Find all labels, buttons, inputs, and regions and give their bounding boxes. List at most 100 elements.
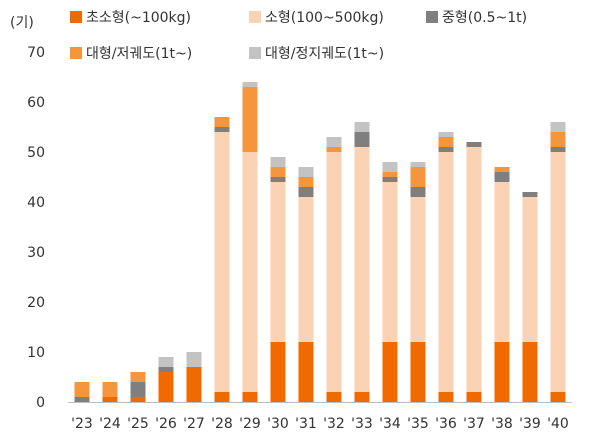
bar-segment-series-3-9	[326, 147, 342, 152]
bar-segment-series-4-3	[158, 357, 174, 367]
bar-segment-series-4-7	[270, 157, 286, 167]
bar-segment-series-3-2	[130, 372, 146, 382]
bar-segment-series-3-15	[494, 167, 510, 172]
legend-label: 대형/정지궤도(1t~)	[265, 46, 384, 62]
bar-segment-series-0-3	[158, 372, 174, 402]
bar-segment-series-4-9	[326, 137, 342, 147]
bar-segment-series-4-10	[354, 122, 370, 132]
bar-segment-series-2-2	[130, 382, 146, 397]
legend-item: 중형(0.5~1t)	[426, 10, 527, 26]
x-tick-label: '38	[491, 416, 513, 432]
x-tick-label: '37	[463, 416, 485, 432]
bar-segment-series-3-11	[382, 172, 398, 177]
bar-segment-series-2-12	[410, 187, 426, 197]
bar-segment-series-0-9	[326, 392, 342, 402]
bar-segment-series-1-12	[410, 197, 426, 342]
y-axis: 0 10 20 30 40 50 60 70	[27, 45, 45, 411]
legend-swatch	[70, 11, 82, 23]
legend-swatch	[70, 47, 82, 59]
legend-item: 대형/저궤도(1t~)	[70, 46, 192, 62]
bar-segment-series-0-15	[494, 342, 510, 402]
bar-segment-series-3-5	[214, 117, 230, 127]
bar-segment-series-3-17	[550, 132, 566, 147]
bar-segment-series-1-11	[382, 182, 398, 342]
x-tick-label: '31	[295, 416, 317, 432]
bar-segment-series-0-4	[186, 367, 202, 402]
bar-segment-series-0-8	[298, 342, 314, 402]
bar-segment-series-3-8	[298, 177, 314, 187]
x-tick-label: '23	[71, 416, 93, 432]
bar-segment-series-2-10	[354, 132, 370, 147]
x-tick-label: '39	[519, 416, 541, 432]
legend-swatch	[249, 11, 261, 23]
x-tick-label: '27	[183, 416, 205, 432]
bar-segment-series-0-2	[130, 397, 146, 402]
bar-segment-series-0-16	[522, 342, 538, 402]
legend-label: 소형(100~500kg)	[265, 10, 384, 26]
y-tick-label: 0	[36, 395, 45, 411]
bar-segment-series-1-8	[298, 197, 314, 342]
y-tick-label: 70	[27, 45, 45, 61]
legend-item: 대형/정지궤도(1t~)	[249, 46, 384, 62]
bar-segment-series-1-17	[550, 152, 566, 392]
bar-segment-series-3-13	[438, 137, 454, 147]
bar-segment-series-2-7	[270, 177, 286, 182]
bar-segment-series-2-16	[522, 192, 538, 197]
x-tick-label: '24	[99, 416, 121, 432]
bar-segment-series-1-16	[522, 197, 538, 342]
bar-segment-series-2-11	[382, 177, 398, 182]
x-tick-label: '36	[435, 416, 457, 432]
bar-segment-series-2-5	[214, 127, 230, 132]
bar-segment-series-0-5	[214, 392, 230, 402]
bar-segment-series-2-17	[550, 147, 566, 152]
bar-segment-series-1-9	[326, 152, 342, 392]
legend-label: 초소형(~100kg)	[86, 10, 191, 26]
bar-segment-series-0-17	[550, 392, 566, 402]
bar-segment-series-1-7	[270, 182, 286, 342]
bar-segment-series-0-11	[382, 342, 398, 402]
x-tick-label: '32	[323, 416, 345, 432]
x-tick-label: '34	[379, 416, 401, 432]
y-tick-label: 20	[27, 295, 45, 311]
bar-segment-series-4-8	[298, 167, 314, 177]
bar-segment-series-0-13	[438, 392, 454, 402]
x-axis: '23 '24 '25 '26 '27 '28 '29 '30 '31 '32 '33 '34 '35 '…	[68, 402, 572, 432]
bar-segment-series-1-13	[438, 152, 454, 392]
x-tick-label: '33	[351, 416, 373, 432]
x-tick-label: '29	[239, 416, 261, 432]
bars	[74, 82, 566, 402]
unit-label: (기)	[10, 15, 34, 31]
bar-segment-series-4-13	[438, 132, 454, 137]
bar-segment-series-3-0	[74, 382, 90, 397]
x-tick-label: '28	[211, 416, 233, 432]
bar-segment-series-0-1	[102, 397, 118, 402]
y-tick-label: 40	[27, 195, 45, 211]
bar-segment-series-4-4	[186, 352, 202, 367]
bar-segment-series-4-11	[382, 162, 398, 172]
bar-segment-series-4-12	[410, 162, 426, 167]
y-tick-label: 60	[27, 95, 45, 111]
bar-segment-series-3-12	[410, 167, 426, 187]
bar-segment-series-2-14	[466, 142, 482, 147]
bar-segment-series-2-15	[494, 172, 510, 182]
bar-segment-series-2-0	[74, 397, 90, 402]
bar-segment-series-0-7	[270, 342, 286, 402]
x-tick-label: '35	[407, 416, 429, 432]
bar-segment-series-1-15	[494, 182, 510, 342]
bar-segment-series-2-8	[298, 187, 314, 197]
legend-item: 소형(100~500kg)	[249, 10, 384, 26]
legend-label: 대형/저궤도(1t~)	[86, 46, 192, 62]
legend-swatch	[249, 47, 261, 59]
bar-segment-series-1-6	[242, 152, 258, 392]
x-tick-label: '26	[155, 416, 177, 432]
y-tick-label: 10	[27, 345, 45, 361]
y-tick-label: 30	[27, 245, 45, 261]
bar-segment-series-0-6	[242, 392, 258, 402]
bar-segment-series-4-6	[242, 82, 258, 87]
bar-segment-series-3-7	[270, 167, 286, 177]
bar-segment-series-0-12	[410, 342, 426, 402]
bar-segment-series-1-10	[354, 147, 370, 392]
legend-swatch	[426, 11, 438, 23]
x-tick-label: '40	[547, 416, 569, 432]
